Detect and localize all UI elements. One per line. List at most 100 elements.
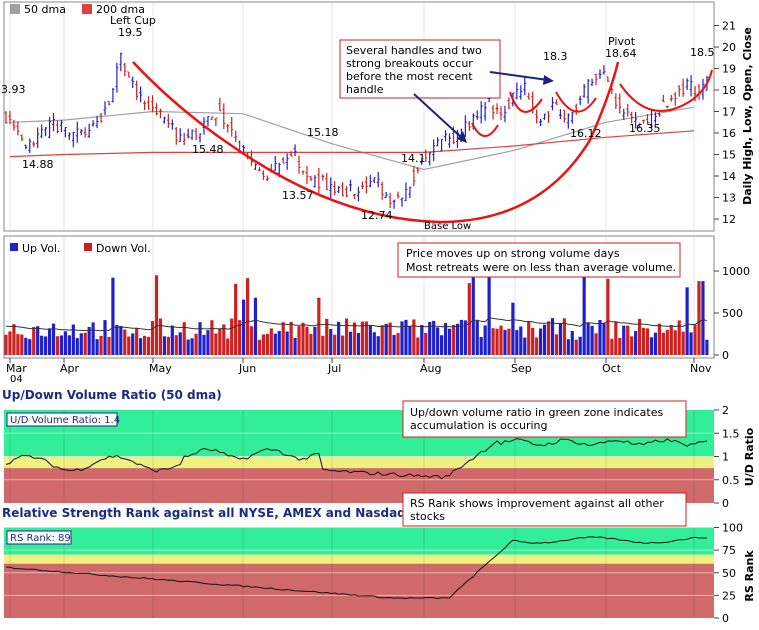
annotation-arrowhead-2: [457, 131, 467, 143]
ud-ytick-label-0: 0: [722, 497, 729, 510]
price-label-16-12: 16.12: [570, 127, 602, 140]
volume-bar-210: [420, 325, 424, 355]
volume-bar-140: [281, 322, 285, 355]
price-label-14-88: 14.88: [22, 158, 54, 171]
volume-bar-246: [491, 328, 495, 355]
volume-ytick-label-1: 500: [722, 307, 743, 320]
price-ytick-label-8: 20: [722, 41, 736, 54]
volume-bar-28: [59, 335, 64, 355]
price-annotation-line-4: handle: [346, 83, 384, 96]
volume-bar-146: [293, 337, 297, 355]
volume-bar-42: [87, 326, 91, 355]
price-ytick-label-3: 15: [722, 149, 736, 162]
price-label-14-1: 14.1: [401, 152, 426, 165]
volume-bar-304: [606, 278, 610, 355]
volume-bar-264: [527, 321, 531, 355]
annotation-arrowhead-1: [543, 75, 554, 85]
volume-bar-178: [356, 332, 361, 355]
volume-bar-62: [127, 336, 131, 355]
volume-bar-204: [408, 326, 412, 355]
volume-bar-74: [150, 321, 155, 355]
volume-bar-70: [143, 335, 147, 355]
volume-bars: [4, 258, 709, 355]
volume-bar-116: [234, 283, 238, 355]
volume-bar-16: [36, 326, 40, 355]
volume-bar-198: [396, 333, 400, 355]
volume-bar-216: [432, 320, 436, 355]
volume-bar-296: [590, 325, 594, 355]
volume-bar-268: [535, 337, 539, 355]
volume-bar-36: [75, 338, 79, 355]
volume-bar-102: [206, 330, 210, 355]
volume-bar-56: [115, 324, 119, 355]
volume-bar-188: [376, 336, 380, 355]
ohlc-bars: [4, 52, 709, 209]
volume-bar-266: [531, 327, 535, 355]
volume-bar-186: [372, 332, 376, 355]
ud-panel: Up/Down Volume Ratio (50 dma) U/D Volume…: [0, 388, 759, 510]
volume-bar-312: [622, 325, 626, 355]
rs-ytick-label-4: 100: [722, 522, 743, 535]
volume-bar-250: [499, 325, 503, 355]
volume-bar-90: [182, 322, 186, 355]
volume-annotation-box: [397, 242, 681, 278]
volume-bar-200: [400, 321, 404, 355]
volume-bar-40: [83, 332, 87, 355]
volume-bar-94: [190, 338, 194, 355]
legend-swatch-down-vol: [84, 243, 92, 251]
label-pivot: Pivot: [608, 35, 636, 48]
volume-bar-290: [578, 336, 582, 355]
volume-bar-58: [119, 325, 123, 355]
volume-bar-284: [566, 339, 570, 355]
volume-bar-162: [325, 318, 329, 355]
volume-bar-252: [503, 329, 507, 355]
volume-bar-262: [523, 337, 527, 355]
x-month-label-2: May: [149, 362, 172, 375]
ud-y-axis-title: U/D Ratio: [743, 427, 756, 486]
annotation-arrow-1: [489, 71, 549, 81]
main-cup-curve: [132, 61, 620, 224]
volume-bar-320: [638, 318, 642, 355]
volume-bar-18: [40, 335, 44, 355]
volume-y-axis: 0 500 1000: [714, 265, 750, 362]
volume-bar-302: [602, 322, 606, 355]
ma-200-line: [9, 130, 695, 158]
volume-bar-52: [107, 336, 111, 355]
volume-bar-158: [317, 297, 321, 355]
handle-curve-3: [555, 91, 597, 113]
volume-bar-100: [202, 334, 206, 355]
rs-panel-title: Relative Strength Rank against all NYSE,…: [2, 506, 453, 520]
rs-zone-yellow: [4, 554, 714, 564]
volume-bar-282: [562, 318, 566, 355]
legend-swatch-50dma: [10, 4, 20, 14]
volume-bar-132: [265, 333, 269, 355]
volume-bar-114: [230, 318, 234, 355]
volume-bar-352: [701, 281, 705, 355]
volume-bar-142: [285, 331, 289, 355]
price-ytick-label-5: 17: [722, 106, 736, 119]
volume-bar-4: [12, 324, 16, 355]
volume-bar-106: [214, 333, 218, 355]
volume-bar-272: [542, 324, 547, 355]
handle-curve-1: [471, 122, 499, 137]
volume-bar-288: [574, 339, 578, 355]
volume-panel: Up Vol. Down Vol. Price moves up on stro…: [3, 235, 750, 362]
volume-bar-166: [333, 334, 337, 355]
price-label-18-64: 18.64: [605, 47, 637, 60]
volume-bar-276: [550, 318, 555, 355]
volume-bar-34: [71, 324, 75, 355]
ud-value-box: [6, 412, 118, 427]
volume-bar-300: [598, 319, 602, 355]
volume-bar-238: [475, 320, 479, 355]
volume-bar-128: [257, 339, 262, 355]
volume-average-polyline: [5, 317, 708, 332]
x-month-label-0: Mar: [6, 362, 27, 375]
volume-bar-60: [123, 329, 127, 355]
volume-bar-148: [297, 326, 301, 355]
volume-bar-2: [8, 331, 12, 355]
ud-annotation-line-1: Up/down volume ratio in green zone indic…: [410, 406, 663, 419]
handle-curve-2: [509, 91, 543, 113]
x-month-label-7: Oct: [602, 362, 622, 375]
volume-bar-110: [222, 324, 226, 355]
volume-bar-120: [242, 299, 246, 355]
